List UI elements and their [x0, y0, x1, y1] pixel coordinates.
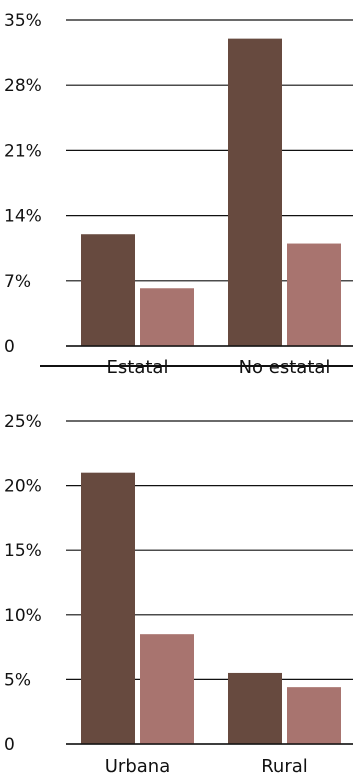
- y-tick-label: 25%: [4, 412, 42, 432]
- x-category-label: Estatal: [107, 357, 169, 378]
- bar-1: [81, 472, 135, 744]
- chart-area: 0 5% 10% 15% 20% 25% Urbana Rural: [4, 412, 353, 777]
- y-tick-label: 21%: [4, 141, 42, 161]
- y-tick-label: 15%: [4, 541, 42, 561]
- bar-2: [287, 243, 341, 346]
- y-tick-label: 10%: [4, 606, 42, 626]
- y-tick-label: 20%: [4, 477, 42, 497]
- y-tick-label: 7%: [4, 272, 31, 292]
- x-category-label: Rural: [261, 756, 308, 777]
- bar-2: [287, 687, 341, 744]
- bar-1: [228, 38, 282, 346]
- x-category-label: Urbana: [105, 756, 170, 777]
- bar-2: [140, 634, 194, 744]
- y-tick-label: 14%: [4, 207, 42, 227]
- bar-2: [140, 288, 194, 346]
- y-tick-label: 35%: [4, 11, 42, 31]
- y-tick-label: 0: [4, 337, 15, 357]
- y-tick-label: 28%: [4, 76, 42, 96]
- bar-1: [81, 234, 135, 346]
- bar-1: [228, 672, 282, 744]
- y-tick-label: 5%: [4, 670, 31, 690]
- x-category-label: No estatal: [239, 357, 331, 378]
- y-tick-label: 0: [4, 735, 15, 755]
- chart-sector: 0 7% 14% 21% 28% 35% Estatal No estatal: [4, 11, 353, 378]
